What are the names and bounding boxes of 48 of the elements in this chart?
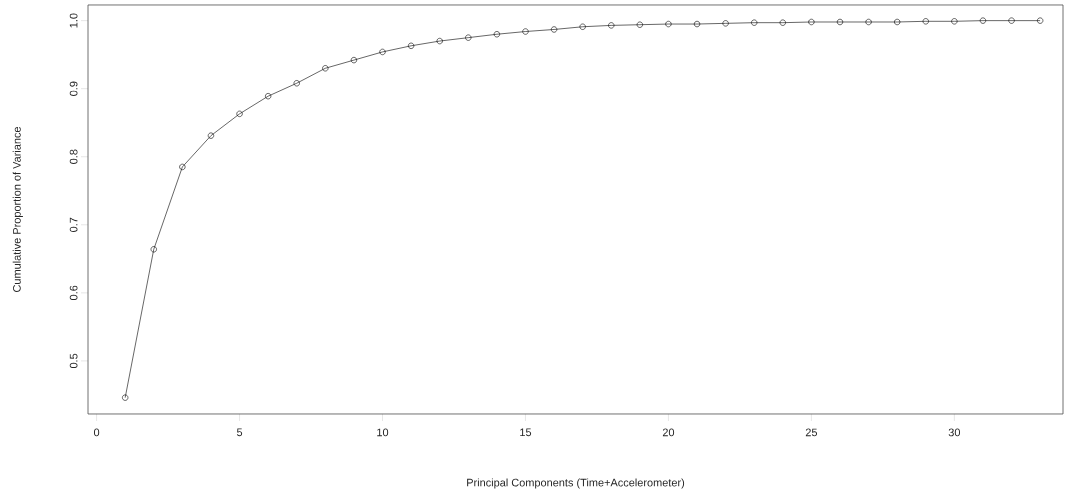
point	[408, 42, 415, 49]
point	[207, 132, 215, 139]
point	[865, 18, 872, 26]
point	[322, 65, 329, 72]
point	[379, 48, 386, 56]
point	[779, 19, 786, 26]
point	[1037, 17, 1044, 24]
point	[350, 57, 358, 64]
x-tick-label: 25	[805, 428, 818, 437]
point	[751, 19, 758, 26]
point	[436, 37, 443, 45]
point	[722, 20, 729, 27]
point	[808, 18, 815, 26]
point	[550, 26, 558, 33]
y-tick-label: 0.8	[69, 149, 78, 164]
point	[522, 28, 529, 35]
y-tick-label: 1.0	[69, 13, 78, 28]
point	[579, 23, 586, 30]
point	[493, 31, 500, 38]
point	[636, 21, 643, 28]
point	[179, 163, 186, 171]
point	[922, 18, 929, 25]
point	[465, 34, 472, 41]
y-tick-label: 0.9	[69, 81, 78, 96]
x-tick-label: 20	[662, 428, 675, 437]
x-axis-title: Principal Components (Time+Accelerometer)	[467, 478, 685, 489]
point	[236, 110, 243, 117]
point	[150, 246, 157, 253]
point	[1008, 17, 1015, 24]
point	[894, 18, 901, 26]
x-tick-label: 15	[520, 428, 532, 437]
y-axis-title: Cumulative Proportion of Variance	[12, 126, 23, 292]
point	[836, 18, 844, 26]
y-tick-label: 0.7	[69, 217, 78, 232]
point	[665, 20, 672, 28]
y-tick-label: 0.6	[69, 285, 78, 301]
y-tick-label: 0.5	[69, 353, 78, 369]
x-tick-label: 0	[93, 428, 100, 437]
point	[693, 20, 701, 28]
x-tick-label: 5	[236, 428, 243, 437]
x-tick-label: 30	[948, 428, 961, 437]
point	[951, 18, 958, 25]
point	[979, 17, 987, 24]
point	[265, 93, 272, 100]
point	[608, 22, 615, 29]
point	[122, 394, 129, 401]
x-tick-label: 10	[377, 428, 389, 437]
point	[293, 80, 300, 87]
